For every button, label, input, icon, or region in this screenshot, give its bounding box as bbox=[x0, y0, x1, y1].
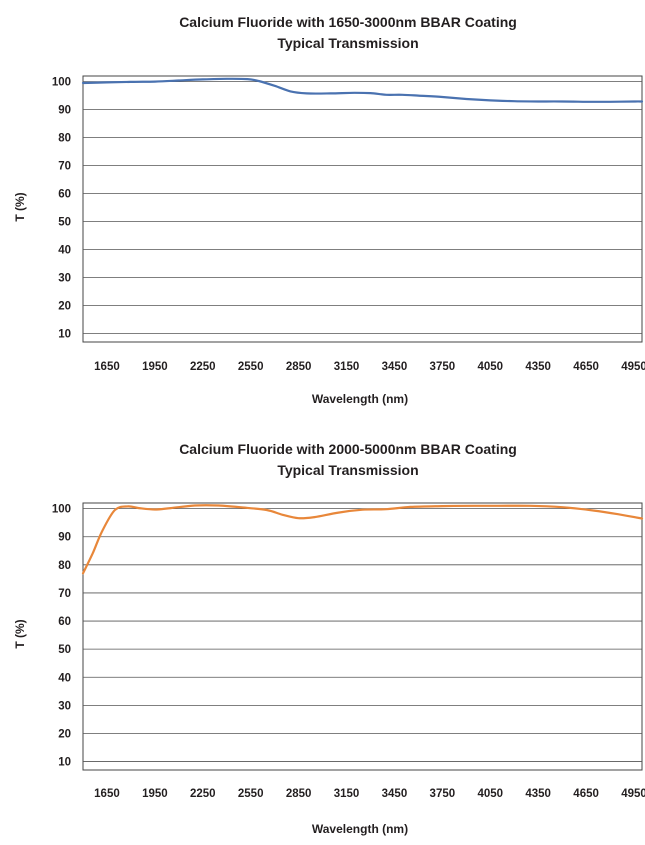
y-tick-label: 40 bbox=[58, 672, 71, 684]
x-tick-label: 3450 bbox=[382, 361, 408, 373]
y-tick-label: 80 bbox=[58, 133, 71, 145]
y-tick-label: 20 bbox=[58, 301, 71, 313]
plot-area bbox=[82, 502, 643, 771]
y-tick-label: 70 bbox=[58, 588, 71, 600]
y-tick-label: 60 bbox=[58, 189, 71, 201]
x-tick-label: 4950 bbox=[621, 788, 645, 800]
y-tick-label: 80 bbox=[58, 560, 71, 572]
x-tick-label: 2850 bbox=[286, 361, 312, 373]
x-tick-label: 1650 bbox=[94, 361, 120, 373]
x-tick-label: 4050 bbox=[477, 361, 503, 373]
x-tick-label: 4650 bbox=[573, 788, 599, 800]
y-tick-label: 50 bbox=[58, 217, 71, 229]
x-tick-label: 1950 bbox=[142, 788, 168, 800]
y-tick-label: 100 bbox=[52, 504, 71, 516]
x-tick-label: 1950 bbox=[142, 361, 168, 373]
y-tick-label: 100 bbox=[52, 77, 71, 89]
chart-bottom: Calcium Fluoride with 2000-5000nm BBAR C… bbox=[13, 441, 645, 836]
series-line bbox=[81, 504, 644, 575]
chart-subtitle: Typical Transmission bbox=[277, 462, 418, 478]
y-tick-label: 40 bbox=[58, 245, 71, 257]
y-tick-label: 60 bbox=[58, 616, 71, 628]
y-tick-label: 90 bbox=[58, 532, 71, 544]
y-tick-label: 30 bbox=[58, 273, 71, 285]
x-tick-label: 4950 bbox=[621, 361, 645, 373]
chart-subtitle: Typical Transmission bbox=[277, 35, 418, 51]
x-tick-label: 2250 bbox=[190, 361, 216, 373]
x-tick-label: 1650 bbox=[94, 788, 120, 800]
x-tick-label: 3750 bbox=[430, 361, 456, 373]
x-tick-label: 2850 bbox=[286, 788, 312, 800]
y-axis-label: T (%) bbox=[13, 619, 27, 648]
chart-top: Calcium Fluoride with 1650-3000nm BBAR C… bbox=[13, 14, 645, 406]
series-line bbox=[81, 77, 644, 103]
x-tick-label: 4050 bbox=[477, 788, 503, 800]
x-tick-label: 3450 bbox=[382, 788, 408, 800]
y-tick-label: 50 bbox=[58, 644, 71, 656]
y-tick-label: 20 bbox=[58, 728, 71, 740]
x-tick-label: 4350 bbox=[525, 788, 551, 800]
x-tick-label: 2550 bbox=[238, 361, 264, 373]
x-tick-label: 3750 bbox=[430, 788, 456, 800]
x-tick-label: 2550 bbox=[238, 788, 264, 800]
x-axis-label: Wavelength (nm) bbox=[312, 392, 408, 406]
x-tick-label: 4350 bbox=[525, 361, 551, 373]
x-tick-label: 2250 bbox=[190, 788, 216, 800]
chart-title: Calcium Fluoride with 1650-3000nm BBAR C… bbox=[179, 14, 517, 30]
y-tick-label: 90 bbox=[58, 105, 71, 117]
y-tick-label: 30 bbox=[58, 700, 71, 712]
y-tick-label: 10 bbox=[58, 757, 71, 769]
chart-title: Calcium Fluoride with 2000-5000nm BBAR C… bbox=[179, 441, 517, 457]
plot-area bbox=[82, 75, 643, 343]
y-axis-label: T (%) bbox=[13, 192, 27, 221]
x-tick-label: 3150 bbox=[334, 788, 360, 800]
x-tick-label: 4650 bbox=[573, 361, 599, 373]
y-tick-label: 70 bbox=[58, 161, 71, 173]
y-tick-label: 10 bbox=[58, 329, 71, 341]
x-tick-label: 3150 bbox=[334, 361, 360, 373]
x-axis-label: Wavelength (nm) bbox=[312, 822, 408, 836]
